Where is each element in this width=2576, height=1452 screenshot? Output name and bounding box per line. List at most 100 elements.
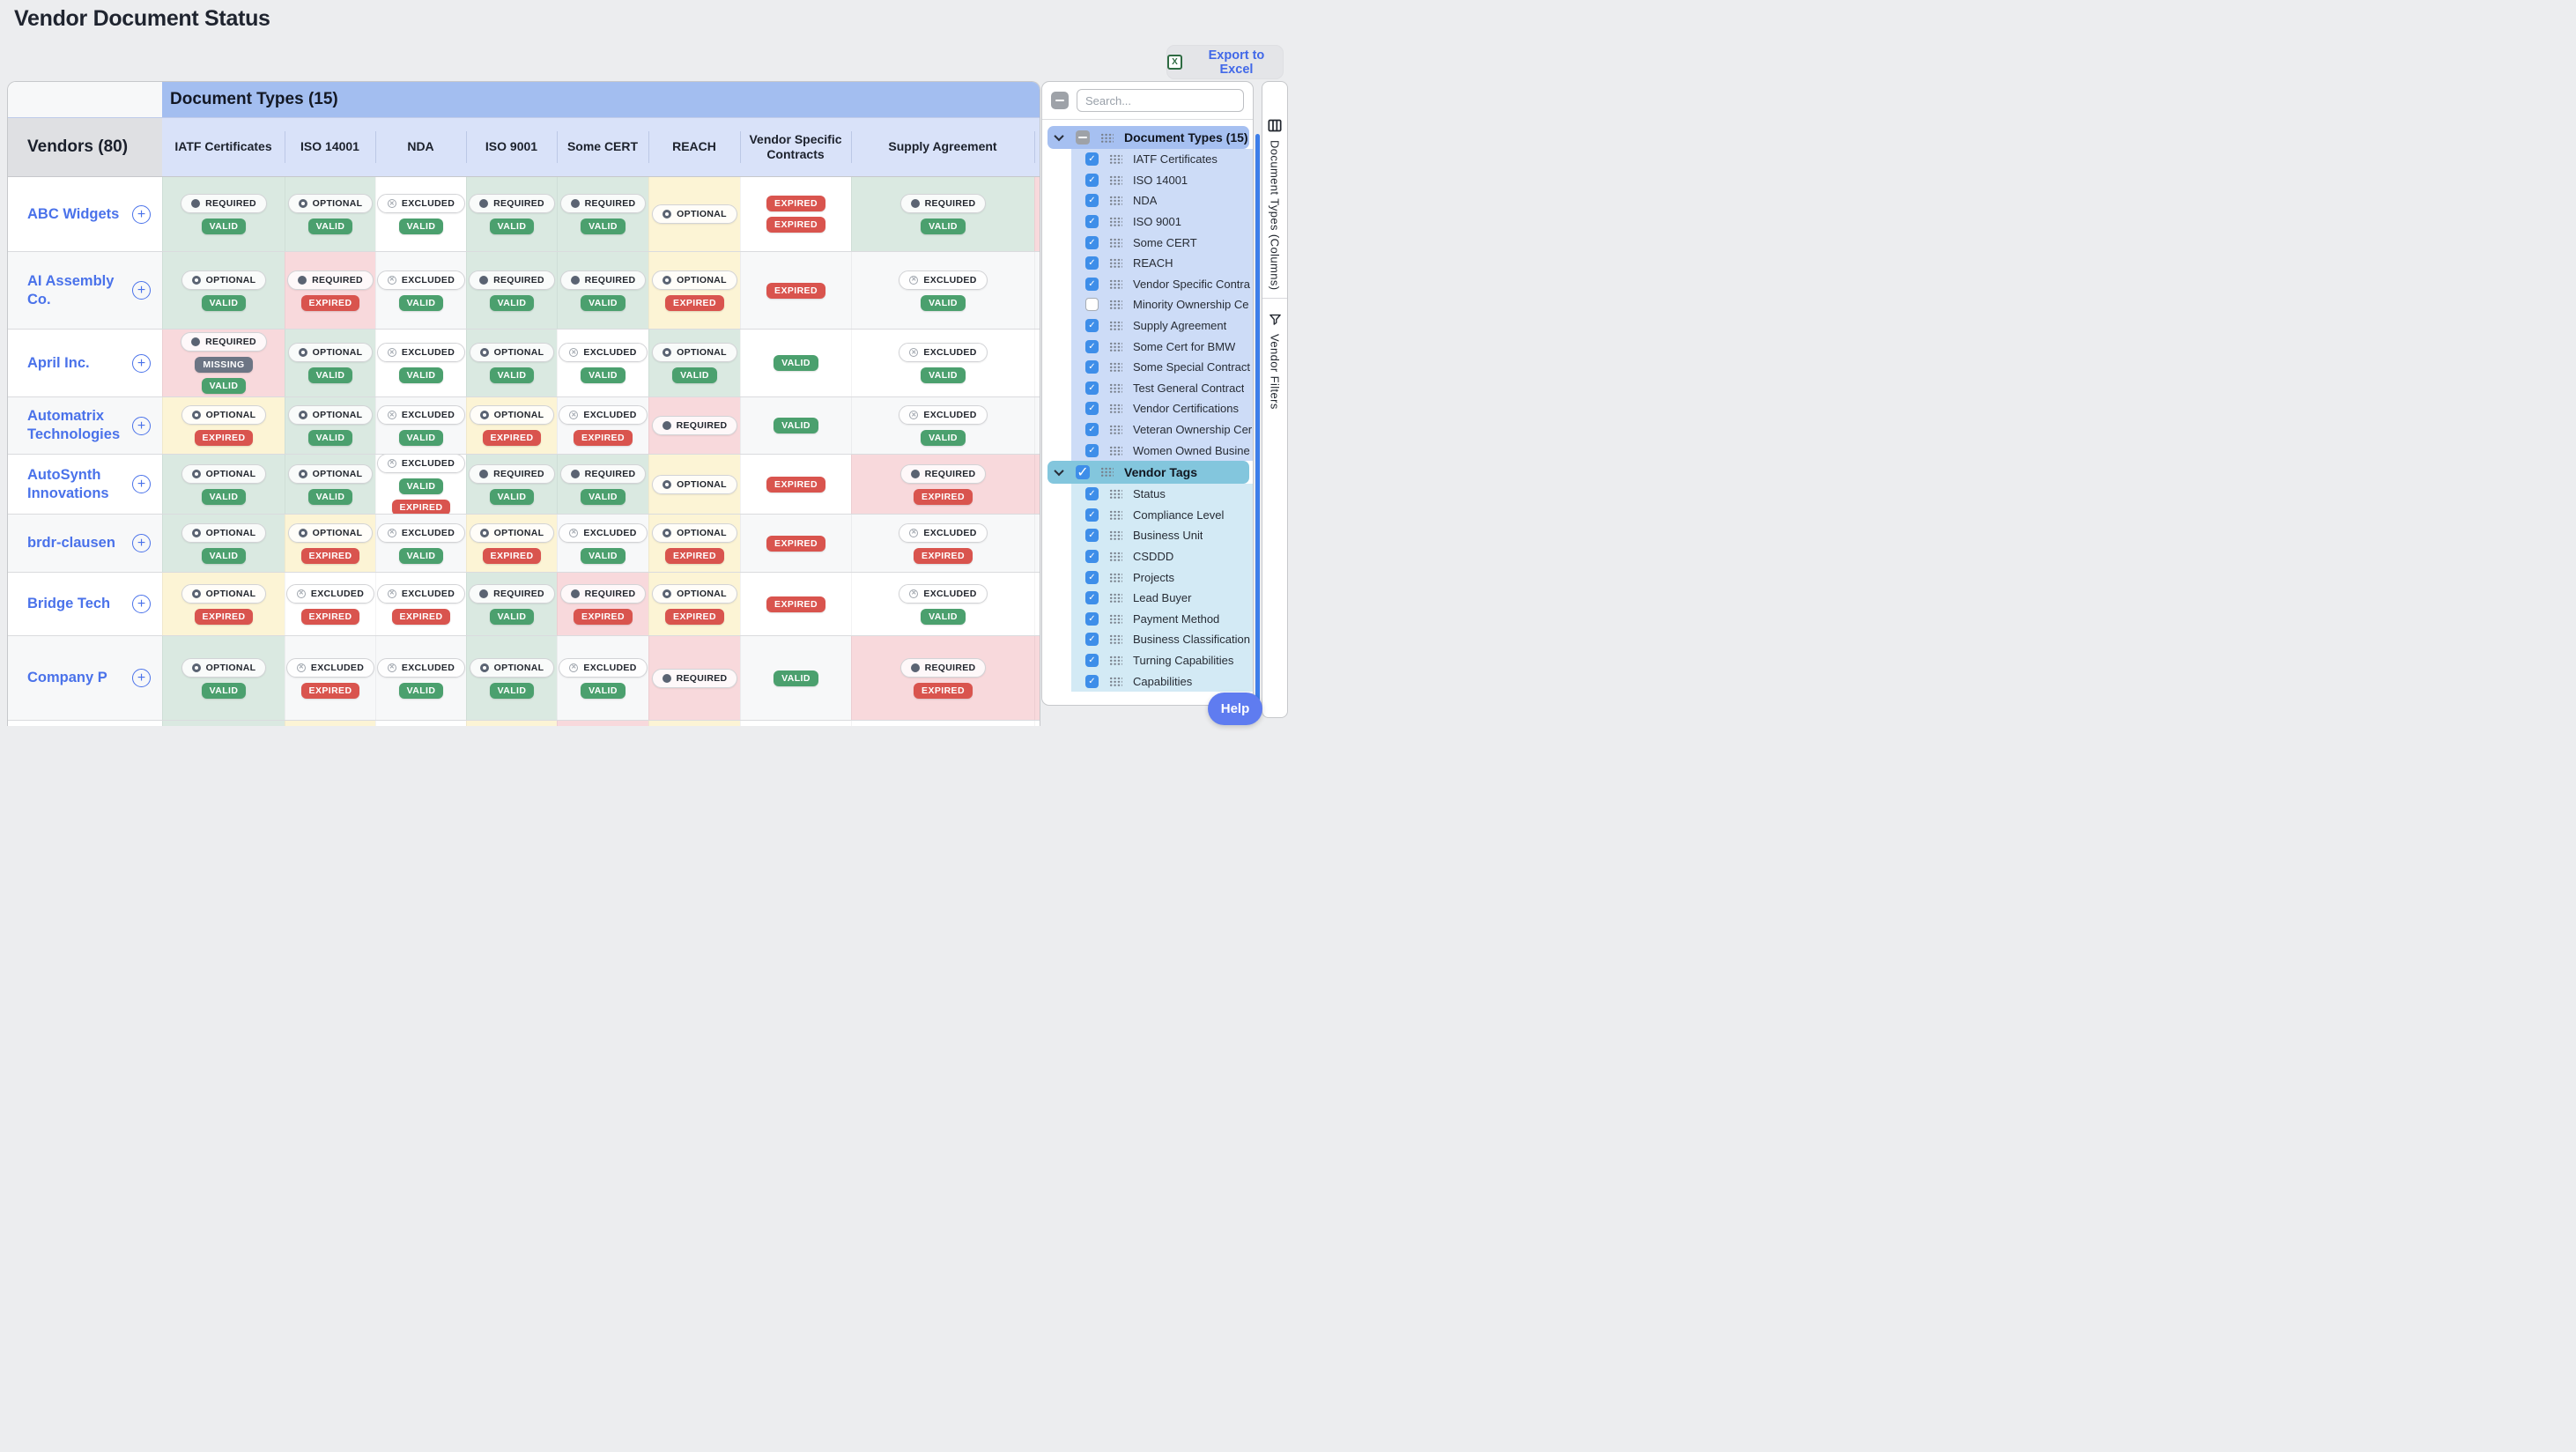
doc-status-cell[interactable]: REQUIRED VALID [162, 177, 285, 251]
item-checkbox[interactable]: ✓ [1085, 360, 1099, 374]
drag-handle-icon[interactable] [1109, 676, 1122, 686]
doc-status-cell[interactable]: OPTIONAL EXPIRED [466, 397, 557, 454]
doc-status-cell[interactable]: OPTIONAL VALID [466, 636, 557, 720]
item-checkbox[interactable]: ✓ [1085, 423, 1099, 437]
drag-handle-icon[interactable] [1109, 445, 1122, 456]
doc-status-cell[interactable]: REQUIRED [648, 397, 740, 454]
panel-list-item[interactable]: ✓ Vendor Specific Contra [1071, 274, 1253, 295]
tab-vendor-filters[interactable]: Vendor Filters [1262, 299, 1287, 484]
doc-status-cell[interactable]: REQUIRED VALID [466, 252, 557, 329]
doc-status-cell[interactable]: OPTIONAL VALID [285, 397, 375, 454]
doc-status-cell[interactable]: REQUIRED VALID [466, 177, 557, 251]
doc-status-cell[interactable]: OPTIONAL VALID [162, 252, 285, 329]
doc-status-cell[interactable]: OPTIONAL [648, 455, 740, 514]
drag-handle-icon[interactable] [1109, 509, 1122, 520]
doc-status-cell[interactable]: REQUIRED VALID [557, 177, 648, 251]
vendor-name-link[interactable]: AI Assembly Co. [27, 272, 115, 307]
doc-status-cell[interactable]: VALID [740, 330, 851, 396]
panel-list-item[interactable]: ✓ ISO 9001 [1071, 211, 1253, 233]
item-checkbox[interactable]: ✓ [1085, 256, 1099, 270]
doc-status-cell[interactable]: REQUIRED VALID [466, 573, 557, 635]
doc-status-cell[interactable]: OPTIONAL VALID [162, 636, 285, 720]
drag-handle-icon[interactable] [1109, 278, 1122, 289]
item-checkbox[interactable]: ✓ [1085, 215, 1099, 229]
vendor-name-link[interactable]: ABC Widgets [27, 205, 120, 222]
select-all-checkbox[interactable] [1051, 92, 1069, 109]
doc-status-cell[interactable]: ✕ EXCLUDED VALID [375, 397, 466, 454]
panel-list-item[interactable]: ✓ Women Owned Busine [1071, 440, 1253, 461]
doc-status-cell[interactable]: REQUIRED VALID [466, 455, 557, 514]
add-document-button[interactable]: + [132, 204, 151, 224]
drag-handle-icon[interactable] [1109, 551, 1122, 561]
doc-status-cell[interactable]: OPTIONAL EXPIRED [648, 573, 740, 635]
drag-handle-icon[interactable] [1109, 362, 1122, 373]
drag-handle-icon[interactable] [1109, 572, 1122, 582]
doc-status-cell[interactable]: EXPIRED [740, 515, 851, 572]
search-input[interactable] [1077, 89, 1244, 112]
doc-status-cell[interactable]: ✕ EXCLUDED VALID [375, 177, 466, 251]
doc-status-cell[interactable]: ✕ EXCLUDED VALID [375, 515, 466, 572]
panel-list-item[interactable]: ✓ Projects [1071, 567, 1253, 588]
section-checkbox-doc[interactable] [1076, 130, 1090, 144]
vendor-name-link[interactable]: AutoSynth Innovations [27, 466, 109, 501]
item-checkbox[interactable]: ✓ [1085, 653, 1099, 667]
item-checkbox[interactable]: ✓ [1085, 339, 1099, 353]
section-header-doc[interactable]: Document Types (15) [1047, 126, 1249, 149]
vendor-name-link[interactable]: Company P [27, 670, 107, 686]
drag-handle-icon[interactable] [1100, 132, 1114, 143]
doc-status-cell[interactable]: ✕ EXCLUDED VALID EXPIRED [375, 455, 466, 514]
doc-status-cell[interactable]: ✕ EXCLUDED VALID [557, 515, 648, 572]
export-to-excel-button[interactable]: X Export to Excel [1166, 45, 1284, 79]
item-checkbox[interactable]: ✓ [1085, 633, 1099, 647]
panel-list-item[interactable]: ✓ Some Cert for BMW [1071, 336, 1253, 357]
doc-status-cell[interactable]: OPTIONAL VALID [285, 455, 375, 514]
chevron-down-icon[interactable] [1054, 465, 1064, 477]
item-checkbox[interactable]: ✓ [1085, 402, 1099, 416]
doc-status-cell[interactable]: ✕ EXCLUDED EXPIRED [285, 573, 375, 635]
doc-status-cell[interactable]: ✕ EXCLUDED EXPIRED [557, 397, 648, 454]
doc-status-cell[interactable]: OPTIONAL VALID [466, 330, 557, 396]
panel-list-item[interactable]: ✓ Vendor Certifications [1071, 398, 1253, 419]
panel-list-item[interactable]: ✓ Business Classification [1071, 629, 1253, 650]
add-document-button[interactable]: + [132, 595, 151, 613]
panel-list-item[interactable]: Minority Ownership Ce [1071, 294, 1253, 315]
item-checkbox[interactable]: ✓ [1085, 529, 1099, 543]
drag-handle-icon[interactable] [1109, 530, 1122, 541]
doc-status-cell[interactable]: OPTIONAL VALID [162, 455, 285, 514]
doc-status-cell[interactable]: REQUIRED [648, 636, 740, 720]
item-checkbox[interactable]: ✓ [1085, 611, 1099, 626]
item-checkbox[interactable]: ✓ [1085, 152, 1099, 167]
drag-handle-icon[interactable] [1109, 217, 1122, 227]
panel-list-item[interactable]: ✓ NDA [1071, 190, 1253, 211]
drag-handle-icon[interactable] [1109, 237, 1122, 248]
panel-list-item[interactable]: ✓ Lead Buyer [1071, 588, 1253, 609]
doc-status-cell[interactable]: ✕ EXCLUDED VALID [851, 252, 1034, 329]
drag-handle-icon[interactable] [1109, 300, 1122, 310]
doc-status-cell[interactable]: ✕ EXCLUDED EXPIRED [851, 515, 1034, 572]
item-checkbox[interactable]: ✓ [1085, 549, 1099, 563]
doc-status-cell[interactable]: OPTIONAL EXPIRED [285, 515, 375, 572]
item-checkbox[interactable]: ✓ [1085, 443, 1099, 457]
item-checkbox[interactable]: ✓ [1085, 194, 1099, 208]
doc-status-cell[interactable]: OPTIONAL EXPIRED [648, 515, 740, 572]
panel-list-item[interactable]: ✓ Supply Agreement [1071, 315, 1253, 337]
doc-status-cell[interactable]: REQUIRED EXPIRED [851, 636, 1034, 720]
section-header-tags[interactable]: ✓ Vendor Tags [1047, 460, 1249, 484]
panel-list-item[interactable]: ✓ Some Special Contract [1071, 357, 1253, 378]
item-checkbox[interactable]: ✓ [1085, 235, 1099, 249]
panel-list-item[interactable]: ✓ IATF Certificates [1071, 149, 1253, 170]
add-document-button[interactable]: + [132, 281, 151, 300]
doc-status-cell[interactable]: ✕ EXCLUDED VALID [375, 636, 466, 720]
doc-status-cell[interactable]: REQUIRED VALID [557, 252, 648, 329]
vendor-name-link[interactable]: Bridge Tech [27, 596, 111, 612]
item-checkbox[interactable]: ✓ [1085, 173, 1099, 187]
panel-list-item[interactable]: ✓ Status [1071, 484, 1253, 505]
doc-status-cell[interactable]: OPTIONAL EXPIRED [466, 515, 557, 572]
drag-handle-icon[interactable] [1109, 425, 1122, 435]
drag-handle-icon[interactable] [1109, 258, 1122, 269]
panel-list-item[interactable]: ✓ Turning Capabilities [1071, 650, 1253, 671]
add-document-button[interactable]: + [132, 669, 151, 687]
panel-scrollbar[interactable] [1255, 134, 1260, 702]
doc-status-cell[interactable]: OPTIONAL EXPIRED [162, 573, 285, 635]
drag-handle-icon[interactable] [1109, 154, 1122, 165]
